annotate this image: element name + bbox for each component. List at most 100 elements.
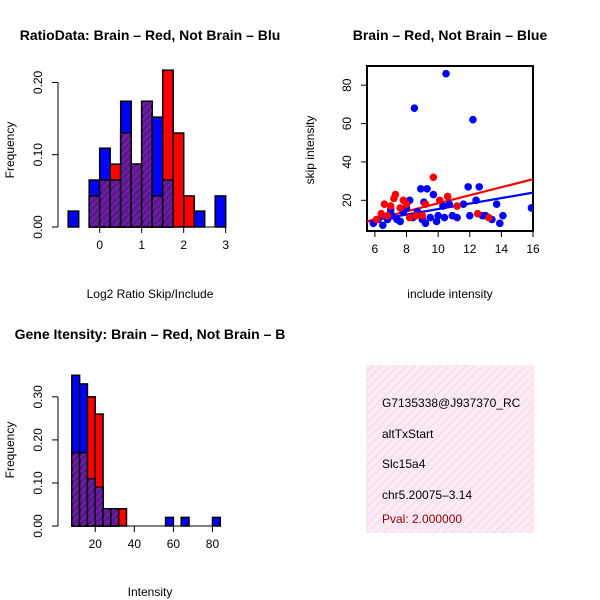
scatter-points [369,69,533,230]
ratio-histogram-bar-not-brain [193,210,206,228]
scatter-y-tick-label: 40 [340,155,354,169]
intensity-histogram-bar-overlap-hatch [110,508,119,526]
scatter-point-not-brain [416,184,425,193]
scatter-point-not-brain [465,211,474,220]
scatter-point-brain [372,215,381,224]
scatter-title: Brain – Red, Not Brain – Blue [353,27,548,43]
scatter-point-not-brain [527,204,533,212]
scatter-point-brain [453,202,461,210]
scatter-point-not-brain [396,217,405,226]
intensity-histogram-x-tick-label: 60 [167,537,181,551]
intensity-histogram-bar-overlap-hatch [79,452,88,526]
scatter-point-brain [429,173,438,182]
scatter-point-not-brain [421,219,430,228]
scatter-axes: 6 8 10 12 14 16 20 40 60 80 [340,78,540,256]
intensity-histogram-x-tick-label: 40 [128,537,142,551]
ratio-histogram-bar-brain [182,195,195,228]
scatter-point-not-brain [453,213,461,222]
ratio-histogram-ylabel: Frequency [3,122,17,179]
intensity-histogram-bar-overlap-hatch [103,508,111,526]
intensity-histogram-ylabel: Frequency [3,422,17,479]
info-event-type: altTxStart [382,427,434,441]
scatter-point-brain [443,192,452,201]
scatter-point-brain [473,209,482,218]
scatter-point-not-brain [492,200,501,208]
ratio-histogram-bar-overlap-hatch [110,180,121,227]
scatter-point-not-brain [459,200,468,208]
intensity-histogram-bar-not-brain [180,516,190,527]
scatter-point-not-brain [472,196,480,205]
intensity-histogram-bar-brain [117,508,128,527]
ratio-histogram-bars [67,69,227,228]
scatter-y-tick-label: 20 [340,193,354,207]
scatter-point-brain [412,211,420,220]
ratio-histogram-bar-overlap-hatch [131,164,142,227]
info-panel: G7135338@J937370_RC altTxStart Slc15a4 c… [366,365,534,533]
ratio-histogram-bar-overlap-hatch [162,180,174,227]
info-gene-symbol: Slc15a4 [382,457,426,471]
scatter-point-not-brain [410,104,419,113]
ratio-histogram-x-tick-label: 2 [180,238,187,252]
scatter-point-not-brain [496,219,504,228]
scatter-ylabel: skip intensity [303,116,317,185]
scatter-point-brain [402,200,411,208]
scatter-point-brain [405,213,414,222]
intensity-histogram-y-tick-label: 0.30 [31,385,45,409]
info-location: chr5.20075–3.14 [382,488,472,502]
intensity-histogram-x-tick-label: 80 [206,537,220,551]
ratio-histogram-y-tick-label: 0.00 [31,215,45,239]
scatter-point-brain [380,200,389,208]
scatter-x-tick-label: 16 [526,242,540,256]
scatter-y-tick-label: 60 [340,117,354,131]
intensity-histogram-bar-not-brain [211,516,222,527]
scatter-point-not-brain [499,211,507,220]
scatter-point-brain [484,213,493,222]
scatter-point-brain [421,200,430,208]
scatter-x-tick-label: 10 [431,242,445,256]
scatter-point-brain [391,190,400,199]
scatter-x-tick-label: 6 [372,242,379,256]
ratio-histogram-y-tick-label: 0.20 [31,70,45,94]
intensity-histogram-y-tick-label: 0.10 [31,471,45,495]
scatter-point-not-brain [423,184,431,193]
scatter-point-not-brain [469,115,477,124]
scatter-x-tick-label: 14 [495,242,509,256]
scatter-point-not-brain [439,202,447,210]
scatter-point-not-brain [445,200,454,208]
intensity-histogram-bars [71,374,222,527]
info-pval: Pval: 2.000000 [382,512,462,526]
scatter-x-tick-label: 8 [403,242,410,256]
scatter-point-not-brain [432,217,441,226]
ratio-histogram-bar-not-brain [67,210,80,228]
info-probe-id: G7135338@J937370_RC [382,396,521,410]
ratio-histogram-axes: 0 1 2 3 0.00 0.10 0.20 [31,70,229,252]
scatter-point-not-brain [464,183,472,191]
intensity-histogram-y-tick-label: 0.20 [31,428,45,452]
scatter-xlabel: include intensity [407,287,492,301]
intensity-histogram-bar-overlap-hatch [95,487,104,526]
scatter-point-brain [386,202,395,210]
scatter-point-not-brain [440,213,449,222]
intensity-histogram-xlabel: Intensity [128,585,173,599]
scatter-point-brain [435,196,444,205]
intensity-histogram-title: Gene Itensity: Brain – Red, Not Brain – … [15,326,286,342]
intensity-scatter-panel: Brain – Red, Not Brain – Blue 6 8 10 12 14 16… [303,27,547,301]
scatter-point-not-brain [475,183,484,191]
intensity-histogram-bar-overlap-hatch [87,478,96,526]
ratio-histogram-bar-not-brain [214,195,227,228]
ratio-histogram-bar-overlap-hatch [152,195,163,227]
scatter-point-not-brain [426,213,435,222]
ratio-histogram-y-tick-label: 0.10 [31,143,45,167]
ratio-histogram-bar-overlap-hatch [141,101,153,227]
scatter-point-not-brain [429,190,438,199]
scatter-y-tick-label: 80 [340,78,354,92]
intensity-histogram-bar-not-brain [164,516,175,527]
scatter-point-brain [383,211,392,220]
ratio-histogram-bar-brain [172,132,185,228]
scatter-point-brain [377,209,386,218]
intensity-histogram-x-tick-label: 20 [89,537,103,551]
scatter-point-not-brain [442,69,450,78]
scatter-point-not-brain [379,221,387,230]
info-panel-background [366,365,534,533]
